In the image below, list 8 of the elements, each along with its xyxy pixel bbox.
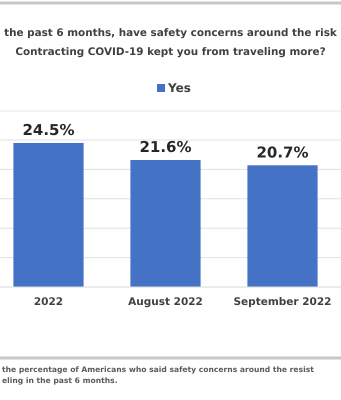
x-tick-label: September 2022 <box>234 296 332 308</box>
chart-title: the past 6 months, have safety concerns around the risk Contracting COVID-19 kept you from traveling more? <box>4 27 338 58</box>
x-tick-label: 2022 <box>34 296 64 308</box>
data-label: 24.5% <box>22 120 75 139</box>
legend-label: Yes <box>167 81 191 95</box>
x-tick-label: August 2022 <box>128 296 203 308</box>
data-label: 20.7% <box>256 143 309 162</box>
data-label: 21.6% <box>139 138 192 156</box>
